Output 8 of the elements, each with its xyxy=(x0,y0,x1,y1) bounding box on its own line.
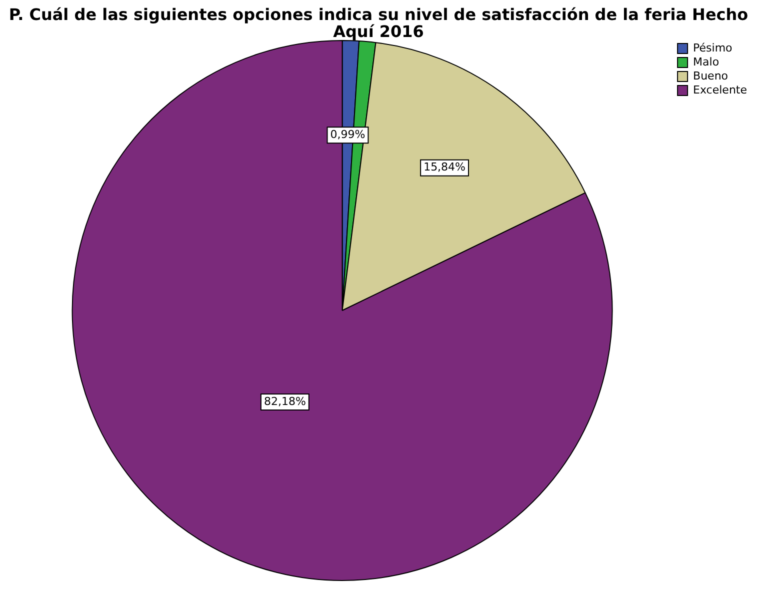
chart-title: P. Cuál de las siguientes opciones indica su nivel de satisfacción de la feria Hecho Aquí 2016 xyxy=(8,4,750,41)
data-label: 82,18% xyxy=(264,394,306,408)
data-label: 0,99% xyxy=(330,128,366,141)
data-label: 15,84% xyxy=(424,160,466,174)
legend-label: Malo xyxy=(693,55,720,68)
legend-label: Excelente xyxy=(693,83,748,96)
legend-label: Pésimo xyxy=(693,41,733,54)
legend-label: Bueno xyxy=(693,69,728,82)
